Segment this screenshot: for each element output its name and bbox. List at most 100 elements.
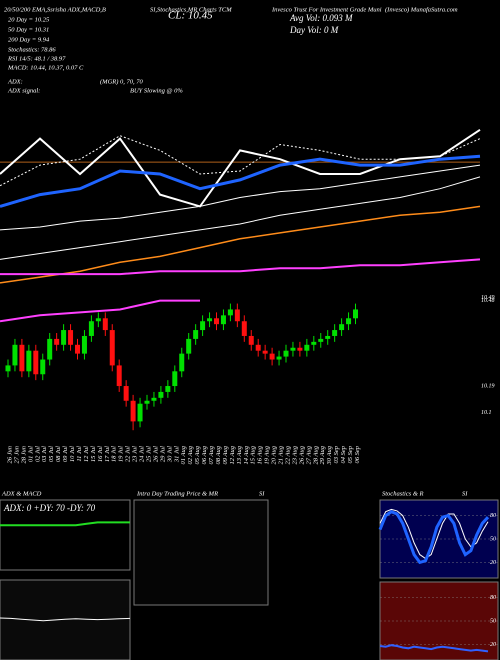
- x-tick-label: 23 Jul: [132, 446, 139, 462]
- candle-body: [137, 403, 143, 422]
- x-tick-label: 22 Jul: [125, 446, 132, 462]
- x-tick-label: 24 Jul: [139, 446, 146, 462]
- panel-frame: [133, 499, 269, 606]
- x-tick-label: 06 Sep: [354, 445, 361, 463]
- ma-info: 50 Day = 10.31: [8, 26, 49, 33]
- candle-body: [339, 324, 345, 331]
- series-line: [378, 510, 490, 565]
- ma-info: 200 Day = 9.94: [8, 36, 50, 43]
- adx-info: (MGR) 0, 70, 70: [100, 78, 144, 85]
- x-tick-label: 08 Jul: [55, 446, 62, 462]
- candle-body: [241, 321, 247, 336]
- candle-body: [165, 386, 171, 392]
- candle-body: [19, 344, 25, 372]
- y-tick-label: 80: [490, 513, 496, 519]
- macd-info: MACD: 10.44, 10.37, 0.07 C: [7, 64, 84, 71]
- x-tick-label: 12 Jul: [83, 446, 90, 462]
- x-tick-label: 26 Jun: [6, 446, 13, 464]
- x-tick-label: 02 Jul: [34, 446, 41, 462]
- candle-body: [193, 330, 199, 339]
- x-tick-label: 07 Aug: [208, 445, 215, 464]
- candle-body: [214, 318, 219, 325]
- y-tick-label: 50: [490, 618, 496, 624]
- x-tick-label: 28 Aug: [312, 445, 319, 464]
- x-tick-label: 10 Jul: [69, 446, 76, 462]
- indicators: 20/50/200 EMA,Ssrisha ADX,MACD,B: [4, 6, 106, 13]
- candle-body: [234, 309, 240, 322]
- x-tick-label: 27 Jun: [13, 446, 20, 464]
- candle-body: [325, 335, 331, 339]
- panel-title: ADX & MACD: [1, 490, 42, 497]
- candle-body: [40, 359, 46, 375]
- day-volume: Day Vol: 0 M: [289, 25, 339, 35]
- candle-body: [54, 338, 60, 345]
- x-tick-label: 14 Aug: [243, 445, 250, 464]
- series-line: [0, 154, 481, 208]
- x-tick-label: 03 Sep: [333, 445, 340, 463]
- candle-body: [207, 318, 213, 322]
- candle-body: [26, 350, 32, 372]
- site: (Invesco) MunafaSutra.com: [385, 6, 458, 13]
- candle-body: [179, 353, 185, 372]
- x-tick-label: 29 Aug: [319, 445, 326, 464]
- series-line: [0, 135, 481, 187]
- candle-body: [130, 400, 136, 422]
- ma-info: 20 Day = 10.25: [8, 16, 50, 23]
- series-line: [0, 521, 130, 527]
- x-tick-label: 16 Jul: [97, 446, 104, 462]
- candle-body: [68, 330, 74, 345]
- candle-body: [151, 397, 157, 401]
- x-tick-label: 28 Jun: [20, 446, 27, 464]
- x-tick-label: 05 Jul: [48, 446, 55, 462]
- candle-body: [186, 338, 192, 354]
- x-tick-label: 05 Aug: [194, 445, 201, 464]
- candle-body: [353, 309, 358, 319]
- x-tick-label: 09 Jul: [62, 446, 69, 462]
- y-tick-label: 50: [490, 536, 496, 542]
- candle-body: [33, 350, 39, 375]
- candle-body: [255, 344, 261, 351]
- candle-body: [123, 386, 129, 401]
- adx-info: ADX signal:: [7, 87, 40, 94]
- x-tick-label: 04 Sep: [340, 445, 347, 463]
- candle-body: [276, 356, 282, 360]
- y-tick-label: 10.1: [481, 410, 492, 416]
- candle-body: [227, 309, 233, 316]
- candle-body: [12, 344, 18, 366]
- candle-body: [283, 350, 289, 357]
- x-tick-label: 11 Jul: [76, 446, 83, 462]
- panel-title: SI: [462, 490, 468, 497]
- x-tick-label: 20 Aug: [271, 445, 278, 464]
- y-tick-label: 10.49: [481, 294, 495, 301]
- rsi-info: RSI 14/5: 48.1 / 38.97: [7, 55, 66, 62]
- panel-frame: [0, 499, 131, 571]
- candle-body: [158, 391, 164, 398]
- panel-title: Stochastics & R: [382, 490, 424, 497]
- x-tick-label: 02 Aug: [187, 445, 194, 464]
- x-tick-label: 16 Aug: [257, 445, 264, 464]
- x-tick-label: 01 Jul: [27, 446, 34, 462]
- candle-body: [262, 350, 268, 354]
- x-tick-label: 15 Jul: [90, 446, 97, 462]
- candle-body: [248, 335, 254, 345]
- x-tick-label: 06 Aug: [201, 445, 208, 464]
- candle-body: [81, 335, 87, 354]
- candle-body: [75, 344, 80, 354]
- x-tick-label: 26 Aug: [298, 445, 305, 464]
- series-line: [0, 617, 131, 622]
- series-line: [0, 176, 481, 260]
- x-tick-label: 18 Jul: [111, 446, 118, 462]
- x-tick-label: 23 Aug: [291, 445, 298, 464]
- panel-title: SI: [259, 490, 265, 497]
- x-tick-label: 30 Jul: [166, 446, 173, 463]
- series-line: [379, 508, 489, 560]
- x-tick-label: 27 Aug: [305, 445, 312, 464]
- company: Invesco Trust For Investment Grade Muni: [271, 6, 382, 13]
- candle-body: [200, 321, 206, 331]
- indicators: SI,Stochastics,MR Charts TCM: [150, 6, 232, 13]
- x-tick-label: 31 Jul: [173, 446, 180, 463]
- x-tick-label: 12 Aug: [229, 445, 236, 464]
- series-line: [0, 205, 481, 284]
- close-price: CL: 10.45: [168, 10, 213, 22]
- candle-body: [304, 344, 310, 351]
